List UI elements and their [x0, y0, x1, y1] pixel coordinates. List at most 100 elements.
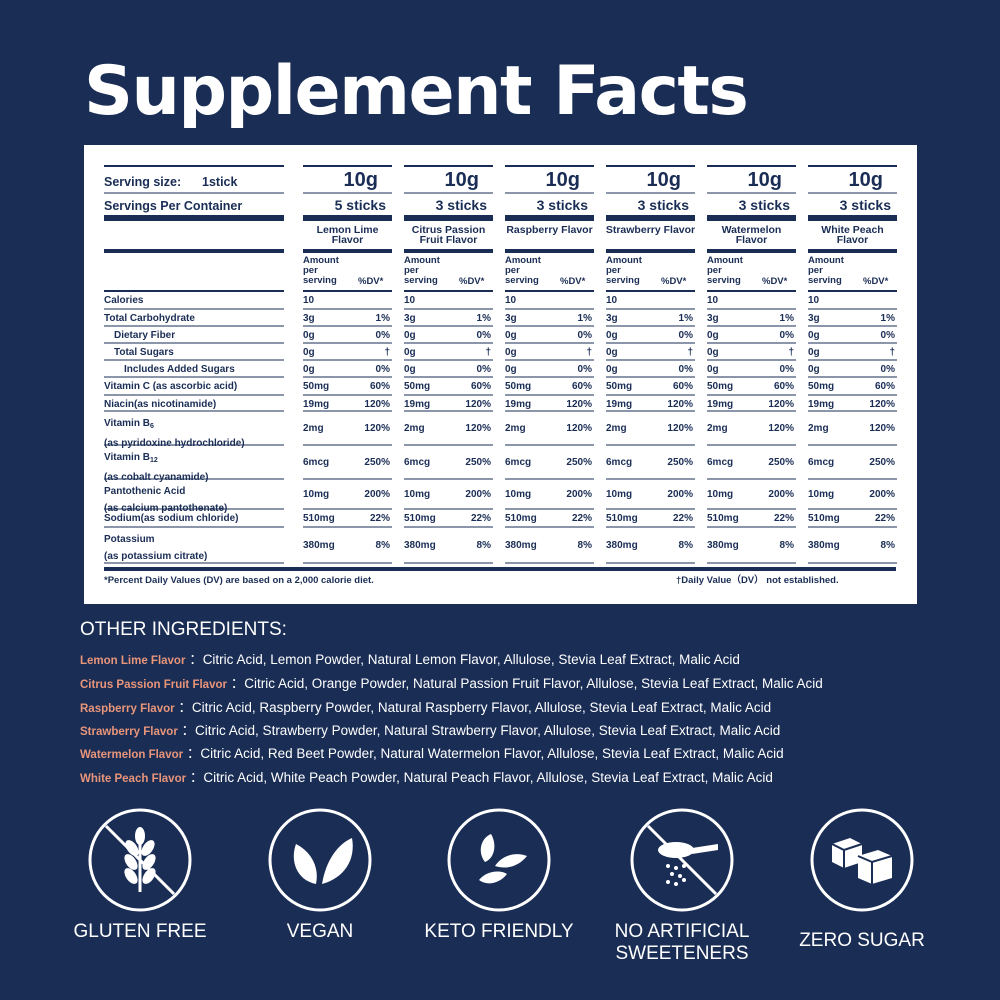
- nutrient-dv: †: [485, 347, 491, 358]
- ingredient-text: ：Citric Acid, Lemon Powder, Natural Lemo…: [185, 652, 740, 667]
- ingredient-text: ：Citric Acid, Orange Powder, Natural Pas…: [226, 676, 823, 691]
- sticks-count: 5 sticks: [334, 197, 386, 213]
- nutrient-amount: 3g: [303, 313, 315, 324]
- sticks-count: 3 sticks: [435, 197, 487, 213]
- flavor-name: Raspberry Flavor: [506, 224, 593, 236]
- nutrient-dv: 250%: [869, 457, 895, 468]
- nutrient-amount: 2mg: [303, 423, 324, 434]
- amount-per-serving-label: Amount per serving: [707, 255, 743, 286]
- nutrient-dv: 120%: [768, 399, 794, 410]
- ingredient-row: Strawberry Flavor ：Citric Acid, Strawber…: [80, 719, 780, 739]
- nutrient-dv: 120%: [667, 399, 693, 410]
- nutrient-dv: 8%: [476, 540, 491, 551]
- nutrient-dv: 120%: [566, 423, 592, 434]
- nutrient-dv: 60%: [672, 381, 693, 392]
- nutrient-dv: 22%: [470, 513, 491, 524]
- nutrient-amount: 19mg: [404, 399, 431, 410]
- nutrient-amount: 3g: [707, 313, 719, 324]
- page-title: Supplement Facts: [84, 52, 749, 131]
- nutrient-amount: 2mg: [606, 423, 627, 434]
- nutrient-dv: 22%: [672, 513, 693, 524]
- nutrient-dv: †: [788, 347, 794, 358]
- nutrient-amount: 0g: [606, 347, 618, 358]
- nutrient-amount: 19mg: [505, 399, 532, 410]
- nutrient-dv: 120%: [869, 399, 895, 410]
- nutrient-dv: 120%: [768, 423, 794, 434]
- serving-weight: 10g: [545, 169, 580, 191]
- amount-per-serving-label: Amount per serving: [303, 255, 339, 286]
- sticks-count: 3 sticks: [536, 197, 588, 213]
- nutrient-amount: 10: [303, 295, 315, 306]
- nutrient-amount: 380mg: [808, 540, 840, 551]
- nutrient-amount: 2mg: [808, 423, 829, 434]
- nutrient-label: Potassium (as potassium citrate): [104, 531, 207, 565]
- nutrient-name: Vitamin C (as ascorbic acid): [104, 381, 238, 392]
- flavor-name: Strawberry Flavor: [605, 224, 696, 236]
- nutrient-amount: 0g: [505, 330, 517, 341]
- nutrient-amount: 19mg: [303, 399, 330, 410]
- nutrient-dv: 22%: [369, 513, 390, 524]
- wheat-crossed-icon: [88, 808, 193, 913]
- ingredient-flavor: White Peach Flavor: [80, 773, 187, 785]
- nutrient-dv: 200%: [364, 489, 390, 500]
- ingredient-flavor: Lemon Lime Flavor: [80, 655, 186, 667]
- ingredient-flavor: Watermelon Flavor: [80, 749, 184, 761]
- nutrient-amount: 50mg: [303, 381, 330, 392]
- nutrient-label: Dietary Fiber: [114, 330, 175, 341]
- sticks-count: 3 sticks: [839, 197, 891, 213]
- nutrient-amount: 0g: [707, 330, 719, 341]
- nutrient-name: Includes Added Sugars: [124, 364, 235, 375]
- nutrient-dv: 0%: [880, 364, 895, 375]
- nutrient-amount: 2mg: [707, 423, 728, 434]
- nutrient-amount: 380mg: [404, 540, 436, 551]
- nutrient-dv: 60%: [369, 381, 390, 392]
- nutrient-amount: 50mg: [606, 381, 633, 392]
- nutrient-amount: 380mg: [505, 540, 537, 551]
- nutrient-amount: 10mg: [505, 489, 532, 500]
- nutrient-dv: †: [889, 347, 895, 358]
- nutrient-dv: 22%: [571, 513, 592, 524]
- ingredient-row: Lemon Lime Flavor ：Citric Acid, Lemon Po…: [80, 648, 740, 668]
- badge-label: KETO FRIENDLY: [424, 921, 574, 942]
- nutrient-dv: 0%: [577, 330, 592, 341]
- ingredient-flavor: Strawberry Flavor: [80, 726, 178, 738]
- ingredient-text: ：Citric Acid, White Peach Powder, Natura…: [186, 770, 773, 785]
- nutrient-amount: 0g: [808, 364, 820, 375]
- nutrient-amount: 19mg: [808, 399, 835, 410]
- table-rules: [104, 165, 897, 571]
- amount-per-serving-label: Amount per serving: [808, 255, 844, 286]
- nutrient-dv: 0%: [375, 364, 390, 375]
- nutrient-amount: 380mg: [606, 540, 638, 551]
- sticks-count: 3 sticks: [738, 197, 790, 213]
- badge-label: GLUTEN FREE: [73, 921, 207, 942]
- nutrient-dv: 60%: [874, 381, 895, 392]
- nutrient-label: Vitamin C (as ascorbic acid): [104, 381, 237, 392]
- ingredient-row: Citrus Passion Fruit Flavor ：Citric Acid…: [80, 672, 823, 692]
- serving-weight: 10g: [646, 169, 681, 191]
- nutrient-dv: 22%: [874, 513, 895, 524]
- nutrient-source: (as calcium pantothenate): [104, 503, 228, 514]
- ingredient-row: Raspberry Flavor ：Citric Acid, Raspberry…: [80, 696, 771, 716]
- nutrient-dv: †: [687, 347, 693, 358]
- nutrient-subscript: 6: [149, 423, 154, 430]
- nutrient-amount: 0g: [303, 330, 315, 341]
- sweetener-spoon-crossed-icon: [630, 808, 735, 913]
- flavor-name: White Peach Flavor: [821, 224, 884, 246]
- other-ingredients-title: OTHER INGREDIENTS:: [80, 619, 287, 640]
- nutrient-amount: 0g: [505, 364, 517, 375]
- dv-header: %DV*: [560, 276, 586, 287]
- nutrient-dv: 0%: [779, 364, 794, 375]
- badge-label: NO ARTIFICIAL SWEETENERS: [614, 921, 750, 964]
- nutrient-amount: 10mg: [707, 489, 734, 500]
- nutrient-name: Dietary Fiber: [114, 330, 176, 341]
- nutrient-amount: 0g: [404, 330, 416, 341]
- nutrient-amount: 50mg: [404, 381, 431, 392]
- serving-size-label: Serving size:: [104, 175, 182, 189]
- nutrient-name: Vitamin B: [104, 452, 150, 463]
- nutrient-dv: 8%: [375, 540, 390, 551]
- nutrient-amount: 380mg: [707, 540, 739, 551]
- nutrient-amount: 0g: [606, 330, 618, 341]
- nutrient-name: Total Sugars: [114, 347, 174, 358]
- nutrient-amount: 10: [707, 295, 719, 306]
- nutrient-dv: †: [384, 347, 390, 358]
